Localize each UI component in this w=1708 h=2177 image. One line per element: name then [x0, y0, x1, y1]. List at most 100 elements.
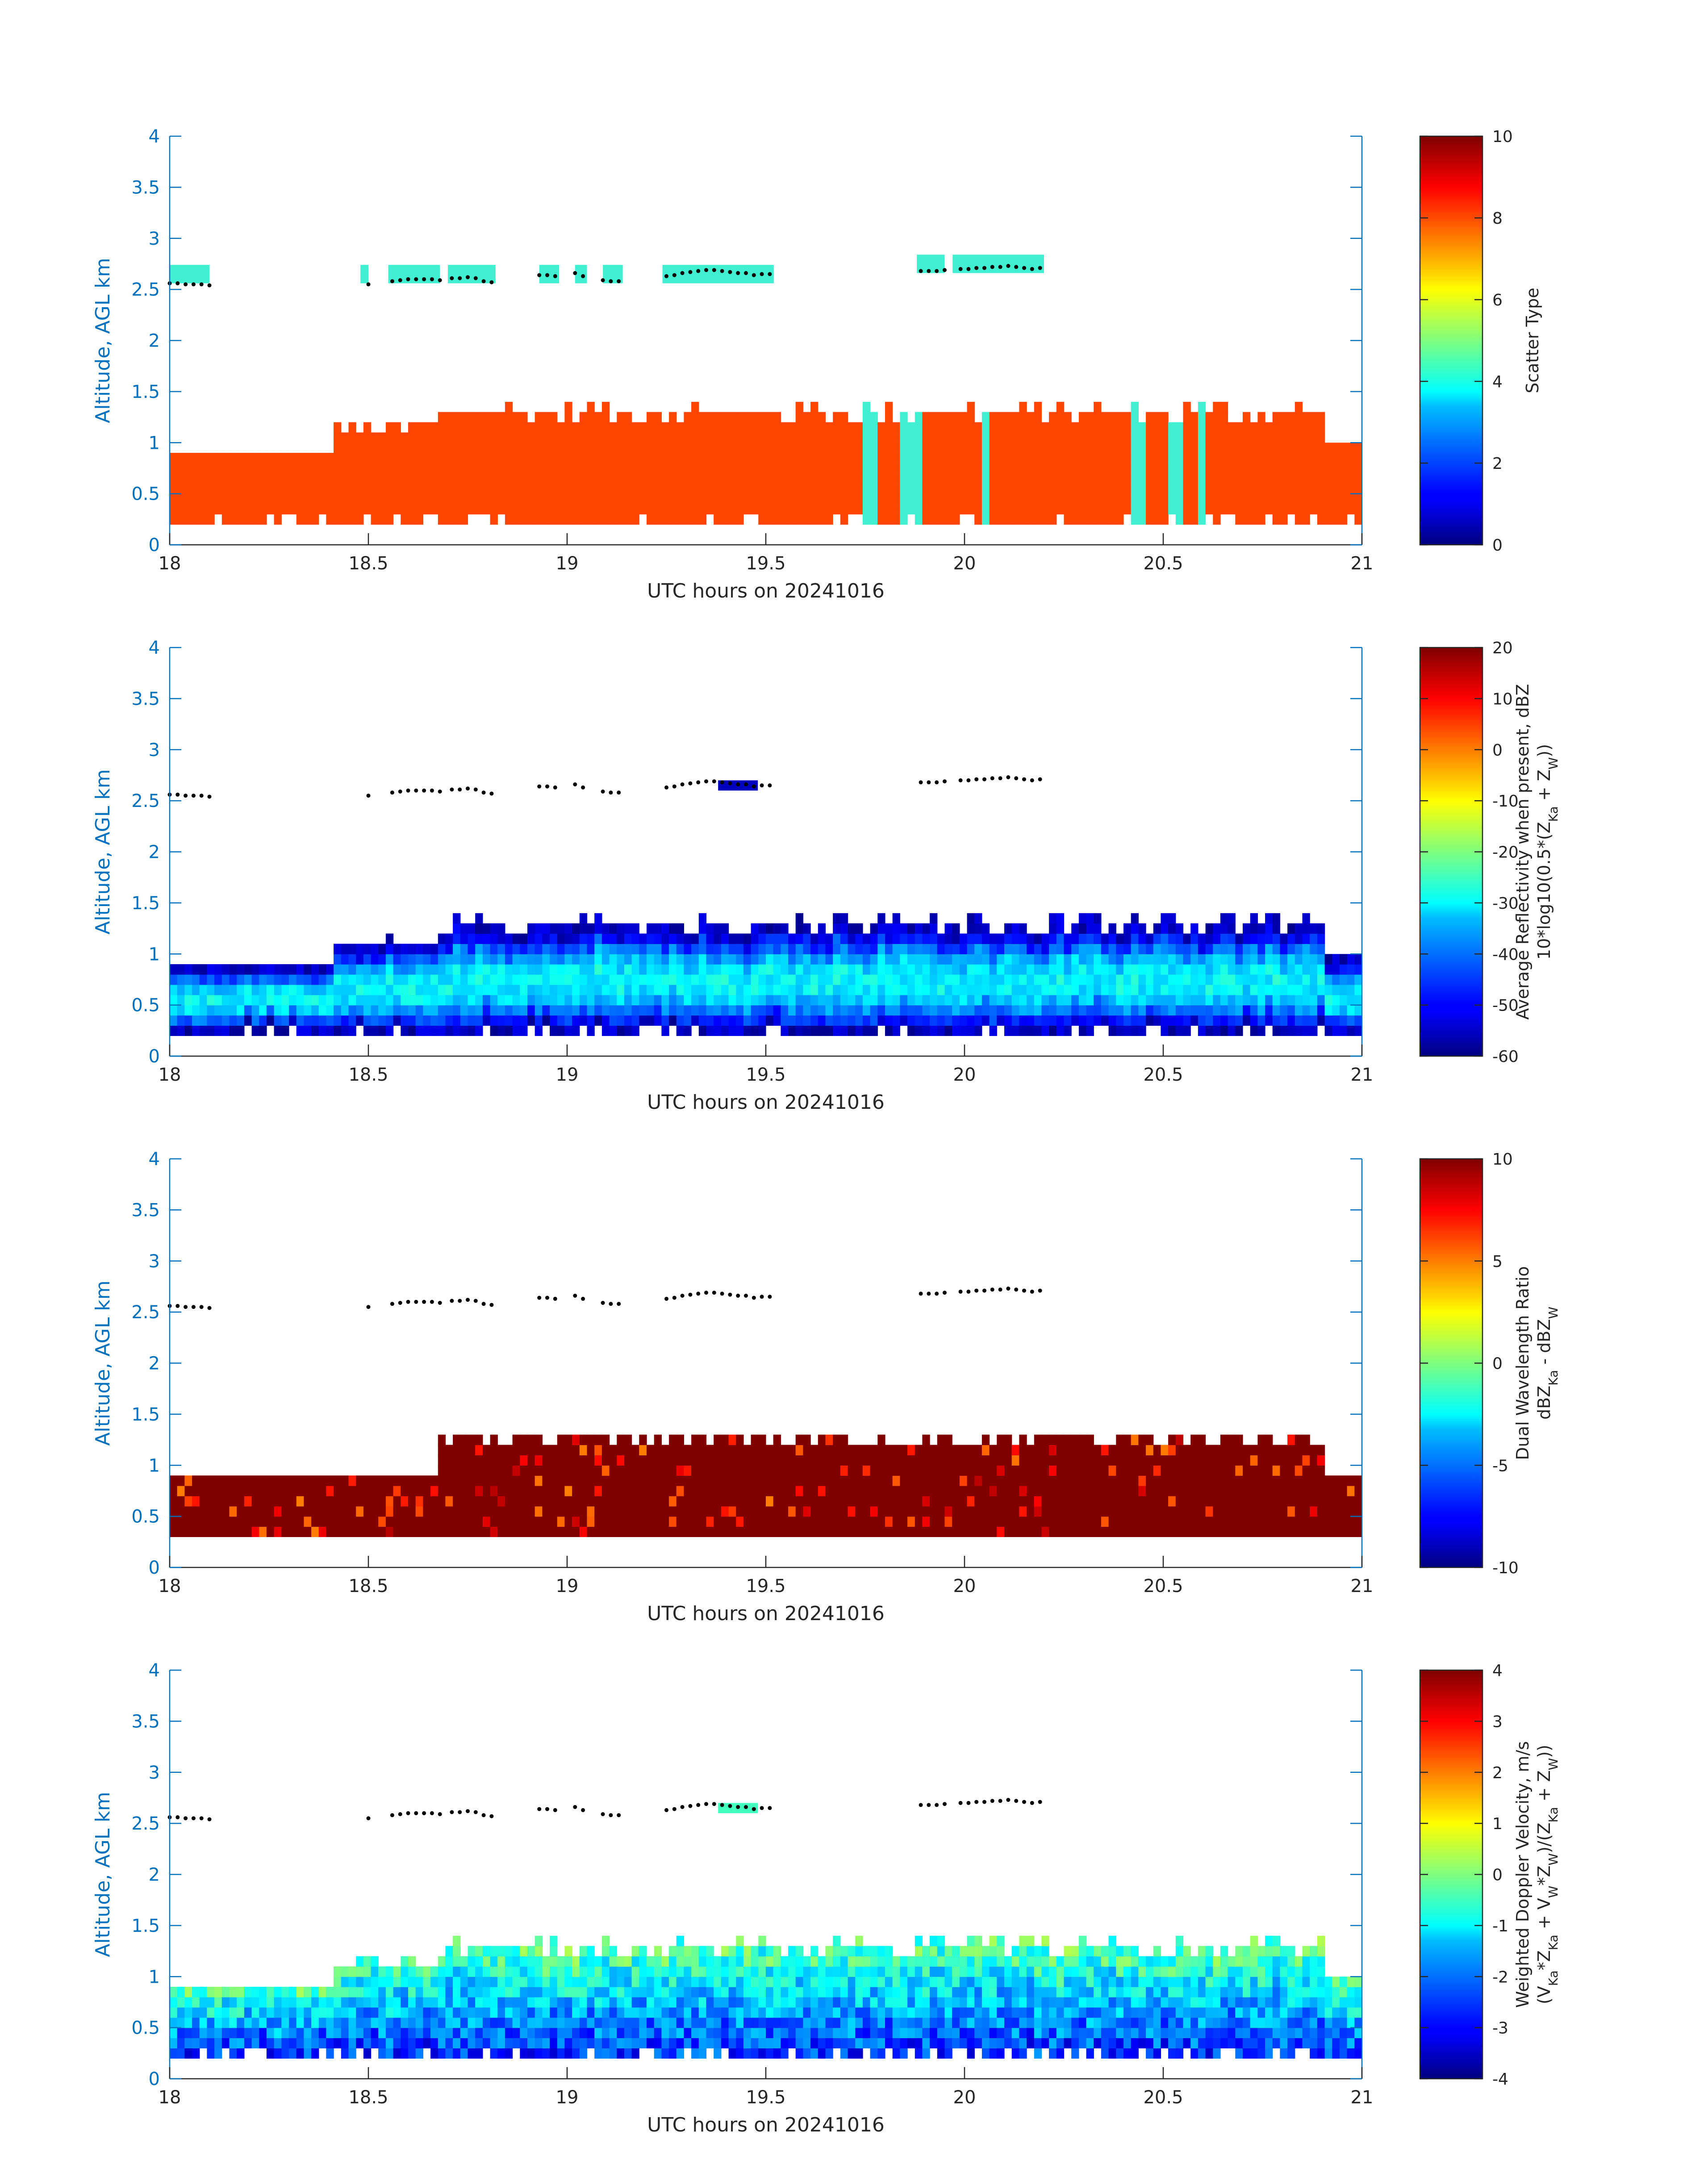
heatmap-cell — [959, 944, 968, 954]
heatmap-cell — [334, 504, 342, 514]
heatmap-cell — [624, 443, 632, 453]
heatmap-cell — [348, 1015, 356, 1026]
heatmap-cell — [199, 1496, 207, 1507]
heatmap-cell — [1094, 412, 1102, 423]
heatmap-cell — [736, 504, 744, 514]
heatmap-cell — [959, 463, 968, 474]
heatmap-cell — [669, 1486, 677, 1496]
heatmap-cell — [654, 984, 662, 995]
heatmap-cell — [445, 994, 453, 1006]
heatmap-cell — [445, 964, 453, 975]
cloud-top-marker — [601, 1301, 605, 1305]
heatmap-cell — [550, 1015, 558, 1026]
heatmap-cell — [527, 984, 535, 995]
heatmap-cell — [1295, 514, 1303, 525]
heatmap-cell — [520, 443, 528, 453]
heatmap-cell — [1116, 483, 1124, 494]
heatmap-cell — [877, 422, 885, 433]
heatmap-cell — [1250, 984, 1258, 995]
heatmap-cell — [691, 1475, 699, 1486]
heatmap-cell — [170, 514, 178, 525]
heatmap-cell — [1235, 954, 1243, 965]
heatmap-cell — [497, 412, 505, 423]
heatmap-cell — [482, 463, 491, 474]
heatmap-cell — [550, 1465, 558, 1476]
heatmap-cell — [877, 463, 885, 474]
heatmap-cell — [706, 974, 714, 985]
heatmap-cell — [967, 1506, 975, 1517]
cloud-top-marker — [199, 1305, 204, 1309]
heatmap-cell — [833, 1526, 841, 1537]
heatmap-cell — [490, 1486, 498, 1496]
heatmap-cell — [617, 1526, 625, 1537]
heatmap-cell — [915, 1496, 923, 1507]
heatmap-cell — [862, 1015, 871, 1026]
heatmap-cell — [497, 954, 505, 965]
heatmap-cell — [1056, 913, 1065, 924]
y-tick-label: 3 — [149, 1251, 160, 1272]
heatmap-cell — [1086, 1025, 1094, 1036]
heatmap-cell — [892, 1526, 900, 1537]
heatmap-cell — [877, 453, 885, 464]
heatmap-cell — [363, 453, 372, 464]
heatmap-cell — [691, 443, 699, 453]
heatmap-cell — [214, 1005, 222, 1016]
heatmap-cell — [371, 944, 379, 954]
heatmap-cell — [1332, 1516, 1340, 1527]
heatmap-cell — [773, 432, 781, 443]
heatmap-cell — [609, 463, 617, 474]
heatmap-cell — [922, 1475, 930, 1486]
heatmap-cell — [1078, 1506, 1087, 1517]
heatmap-cell — [490, 1526, 498, 1537]
heatmap-cell — [1034, 401, 1042, 413]
heatmap-cell — [1078, 1526, 1087, 1537]
heatmap-cell — [482, 984, 491, 995]
cloud-top-marker — [573, 1294, 577, 1298]
heatmap-cell — [438, 974, 446, 985]
heatmap-cell — [348, 463, 356, 474]
heatmap-cell — [795, 1486, 803, 1496]
heatmap-cell — [520, 453, 528, 464]
heatmap-cell — [1228, 1465, 1236, 1476]
heatmap-cell — [922, 514, 930, 525]
heatmap-cell — [385, 994, 394, 1006]
heatmap-cell — [1168, 954, 1176, 965]
heatmap-cell — [520, 473, 528, 484]
cloud-top-marker — [458, 1299, 462, 1303]
heatmap-cell — [1295, 412, 1303, 423]
heatmap-cell — [572, 493, 580, 505]
heatmap-cell — [1220, 483, 1228, 494]
heatmap-cell — [1011, 923, 1019, 934]
heatmap-cell — [266, 1475, 275, 1486]
heatmap-cell — [766, 453, 774, 464]
heatmap-cell — [334, 1486, 342, 1496]
heatmap-cell — [1287, 1445, 1295, 1455]
heatmap-cell — [1332, 1025, 1340, 1036]
heatmap-cell — [423, 994, 431, 1006]
heatmap-cell — [1243, 1496, 1251, 1507]
cloud-top-marker — [998, 1287, 1002, 1292]
heatmap-cell — [840, 1486, 848, 1496]
heatmap-cell — [266, 974, 275, 985]
heatmap-cell — [654, 1496, 662, 1507]
cloud-top-marker — [1030, 778, 1034, 782]
heatmap-cell — [1101, 473, 1109, 484]
heatmap-cell — [698, 1015, 707, 1026]
heatmap-cell — [385, 453, 394, 464]
heatmap-cell — [818, 933, 826, 944]
heatmap-cell — [251, 974, 259, 985]
heatmap-cell — [1175, 1516, 1184, 1527]
heatmap-cell — [833, 422, 841, 433]
heatmap-cell — [870, 1506, 878, 1517]
heatmap-cell — [810, 1526, 819, 1537]
heatmap-cell — [341, 443, 349, 453]
heatmap-cell — [1108, 432, 1116, 443]
cloud-top-marker — [744, 782, 748, 786]
heatmap-cell — [1011, 443, 1019, 453]
heatmap-cell — [795, 483, 803, 494]
heatmap-cell — [736, 1005, 744, 1016]
heatmap-cell — [579, 514, 588, 525]
heatmap-cell — [244, 974, 252, 985]
heatmap-cell — [1302, 504, 1310, 514]
heatmap-cell — [624, 1005, 632, 1016]
